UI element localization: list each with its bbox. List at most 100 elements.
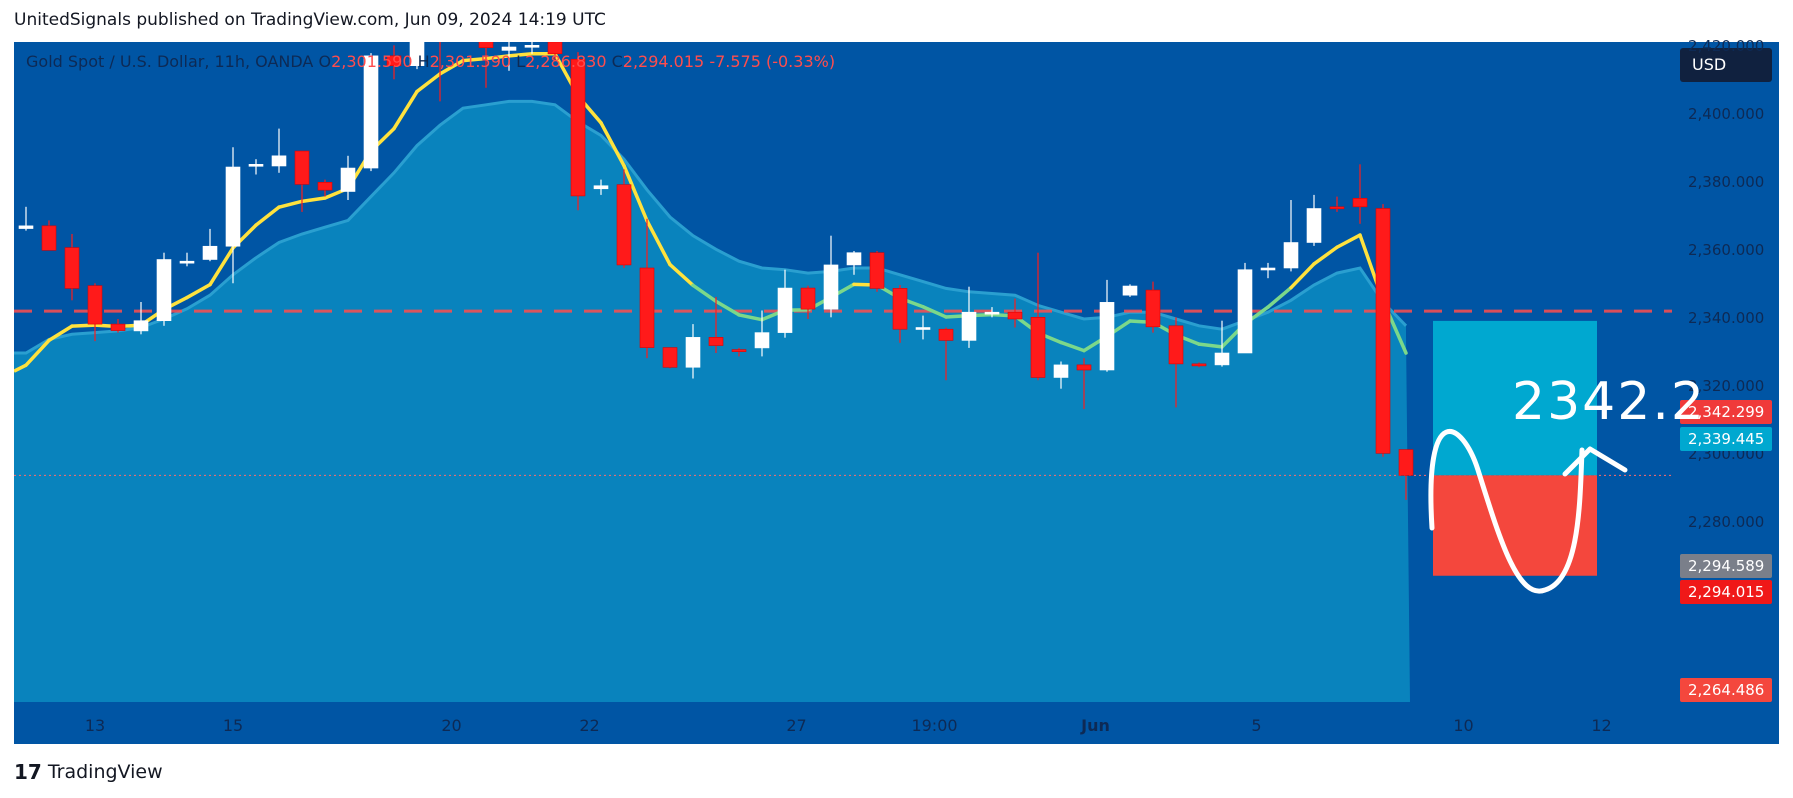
candle-down xyxy=(318,182,332,190)
ema-fast-segment xyxy=(256,207,279,225)
candle-up xyxy=(847,253,861,265)
candle-down xyxy=(1077,365,1091,370)
candle-down xyxy=(571,59,585,196)
symbol-legend: Gold Spot / U.S. Dollar, 11h, OANDA O 2,3… xyxy=(26,52,835,71)
candle-up xyxy=(686,337,700,367)
x-tick-label: 5 xyxy=(1251,716,1261,735)
candle-up xyxy=(1123,286,1137,295)
open-label: O xyxy=(318,52,331,71)
candle-up xyxy=(916,328,930,330)
symbol-name: Gold Spot / U.S. Dollar, 11h, OANDA xyxy=(26,52,313,71)
candle-up xyxy=(1238,270,1252,353)
change-value: -7.575 (-0.33%) xyxy=(709,52,835,71)
candle-up xyxy=(1215,353,1229,365)
candle-down xyxy=(870,253,884,289)
candle-down xyxy=(640,268,654,348)
candle-down xyxy=(1008,312,1022,319)
candle-down xyxy=(893,288,907,329)
high-label: H xyxy=(418,52,430,71)
brand-name: TradingView xyxy=(48,761,163,783)
candle-up xyxy=(1284,243,1298,269)
candle-up xyxy=(1307,209,1321,243)
y-tick-label: 2,340.000 xyxy=(1688,309,1764,327)
x-tick-label: 15 xyxy=(223,716,243,735)
low-value: 2,286.830 xyxy=(525,52,606,71)
ema-fast-segment xyxy=(72,325,95,326)
candle-down xyxy=(1031,317,1045,377)
candle-up xyxy=(985,312,999,314)
stop-loss-zone xyxy=(1433,475,1597,575)
target-annotation: 2342.2 xyxy=(1512,372,1706,432)
candle-up xyxy=(502,47,516,50)
candle-up xyxy=(157,260,171,321)
candle-down xyxy=(1376,209,1390,454)
y-tick-label: 2,420.000 xyxy=(1688,37,1764,55)
candle-down xyxy=(1146,290,1160,327)
candle-up xyxy=(203,246,217,259)
candle-up xyxy=(180,261,194,263)
x-tick-label: Jun xyxy=(1081,716,1110,735)
ema-fast-segment xyxy=(1337,235,1360,247)
candle-up xyxy=(1100,302,1114,370)
x-tick-label: 19:00 xyxy=(911,716,957,735)
x-tick-label: 27 xyxy=(786,716,806,735)
candle-up xyxy=(1054,365,1068,378)
candle-down xyxy=(295,151,309,184)
x-tick-label: 22 xyxy=(579,716,599,735)
candle-up xyxy=(341,168,355,191)
candle-down xyxy=(479,27,493,48)
ema-fast-segment xyxy=(394,92,417,129)
x-tick-label: 13 xyxy=(85,716,105,735)
y-tick-label: 2,360.000 xyxy=(1688,241,1764,259)
footer: 17 TradingView xyxy=(14,760,163,784)
candle-down xyxy=(1192,364,1206,366)
x-tick-label: 12 xyxy=(1591,716,1611,735)
price-label-last: 2,294.015 xyxy=(1680,580,1772,604)
candle-up xyxy=(778,288,792,333)
candle-down xyxy=(65,248,79,289)
high-value: 2,301.590 xyxy=(430,52,511,71)
x-tick-label: 10 xyxy=(1453,716,1473,735)
plot-area xyxy=(14,0,1672,702)
candle-down xyxy=(1353,198,1367,207)
candle-up xyxy=(249,164,263,166)
candle-up xyxy=(364,56,378,168)
y-tick-label: 2,400.000 xyxy=(1688,105,1764,123)
candle-up xyxy=(824,265,838,309)
time-axis-bg xyxy=(14,702,1779,744)
ema-area-fill xyxy=(14,101,1410,702)
close-value: 2,294.015 xyxy=(623,52,704,71)
candle-up xyxy=(1261,268,1275,270)
ema-fast-segment xyxy=(1314,247,1337,264)
candle-up xyxy=(755,333,769,348)
candle-down xyxy=(732,350,746,352)
ema-fast-segment xyxy=(417,74,440,92)
candle-down xyxy=(939,329,953,340)
candle-down xyxy=(663,348,677,368)
tradingview-logo-icon: 17 xyxy=(14,760,42,784)
candle-down xyxy=(1330,207,1344,209)
candle-up xyxy=(134,321,148,331)
ema-fast-segment xyxy=(302,198,325,201)
ema-fast-segment xyxy=(279,201,302,207)
candle-up xyxy=(525,45,539,47)
candle-down xyxy=(801,288,815,309)
candle-down xyxy=(42,226,56,250)
x-tick-label: 20 xyxy=(441,716,461,735)
y-tick-label: 2,380.000 xyxy=(1688,173,1764,191)
candle-down xyxy=(456,0,470,27)
close-label: C xyxy=(612,52,623,71)
price-label-stop: 2,264.486 xyxy=(1680,678,1772,702)
candle-up xyxy=(594,186,608,189)
candle-down xyxy=(88,286,102,324)
candle-up xyxy=(962,312,976,340)
candle-down xyxy=(709,337,723,345)
y-tick-label: 2,280.000 xyxy=(1688,513,1764,531)
candle-down xyxy=(1169,326,1183,364)
candle-up xyxy=(272,156,286,166)
candle-down xyxy=(433,0,447,22)
candle-up xyxy=(19,226,33,229)
price-label-entry: 2,294.589 xyxy=(1680,554,1772,578)
candle-up xyxy=(226,167,240,246)
low-label: L xyxy=(516,52,525,71)
